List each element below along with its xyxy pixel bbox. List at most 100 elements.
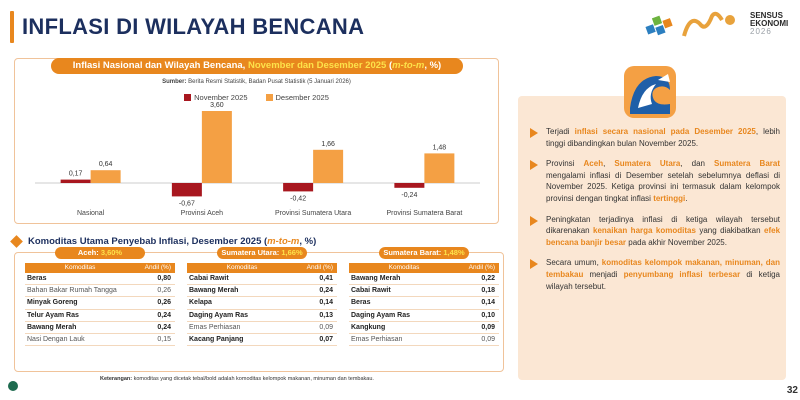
table-row: Kelapa 0,14 — [187, 297, 337, 310]
bar-des — [90, 170, 121, 183]
region-value: 3,60% — [100, 248, 123, 257]
commodity-andil: 0,09 — [319, 323, 333, 331]
bar-des — [313, 149, 344, 183]
page-header: INFLASI DI WILAYAH BENCANA — [10, 8, 364, 46]
body-text: Terjadi — [546, 127, 575, 136]
region-value: 1,66% — [281, 248, 303, 257]
highlight-text: kenaikan harga komoditas — [593, 226, 696, 236]
data-label: -0,67 — [179, 200, 195, 207]
arrow-bullet-icon — [530, 128, 538, 138]
table-row: Daging Ayam Ras 0,13 — [187, 310, 337, 322]
bullet-text: Secara umum, komoditas kelompok makanan,… — [546, 257, 780, 292]
arrow-bullet-icon — [530, 160, 538, 171]
legend-swatch-des — [265, 94, 273, 101]
commodity-table: Aceh: 3,60% Komoditas Andil (%) Beras 0,80 Ba… — [25, 247, 175, 347]
body-text: , — [603, 159, 615, 169]
wave-icon — [624, 66, 676, 118]
footnote-text: komoditas yang dicetak tebal/bold adalah… — [132, 376, 374, 382]
highlight-text: Sumatera Barat — [714, 159, 781, 169]
chart-title-unit: m-to-m — [392, 60, 425, 71]
commodity-name: Kacang Panjang — [189, 335, 244, 343]
table-header: Komoditas Andil (%) — [187, 263, 337, 273]
table-header: Komoditas Andil (%) — [349, 263, 499, 273]
commodity-andil: 0,80 — [157, 275, 171, 282]
col-header-komoditas: Komoditas — [388, 264, 420, 271]
bar-nov — [171, 183, 202, 197]
col-header-andil: Andil (%) — [144, 264, 171, 271]
commodities-heading: Komoditas Utama Penyebab Inflasi, Desemb… — [10, 235, 316, 248]
table-row: Cabai Rawit 0,18 — [349, 285, 499, 298]
commodity-name: Emas Perhiasan — [351, 335, 403, 343]
diamond-bullet-icon — [10, 235, 23, 248]
data-label: 0,64 — [99, 161, 113, 168]
commodity-andil: 0,24 — [157, 323, 171, 331]
table-row: Bawang Merah 0,24 — [25, 322, 175, 334]
table-row: Nasi Dengan Lauk 0,15 — [25, 334, 175, 347]
bar-nov — [60, 179, 91, 183]
data-label: 1,48 — [433, 144, 447, 151]
body-text: yang diakibatkan — [695, 226, 764, 236]
logo-line1: SENSUS — [750, 11, 783, 20]
summary-bullet: Terjadi inflasi secara nasional pada Des… — [530, 126, 780, 149]
source-label: Sumber: — [162, 79, 187, 85]
highlight-text: Sumatera Utara — [614, 159, 681, 169]
summary-bullet: Provinsi Aceh, Sumatera Utara, dan Sumat… — [530, 158, 780, 204]
logo-text: SENSUS EKONOMI 2026 — [750, 12, 792, 36]
legend-item-des: Desember 2025 — [265, 93, 329, 102]
commodity-andil: 0,26 — [157, 299, 171, 307]
table-row: Kacang Panjang 0,07 — [187, 334, 337, 347]
table-row: Bahan Bakar Rumah Tangga 0,26 — [25, 285, 175, 298]
commodities-title-unit: m-to-m — [267, 236, 300, 247]
highlight-text: tertinggi — [653, 193, 686, 203]
commodity-name: Emas Perhiasan — [189, 323, 241, 331]
bar-nov — [394, 183, 425, 188]
highlight-text: komoditas kelompok makanan, minuman, dan… — [546, 258, 780, 279]
data-label: -0,24 — [401, 192, 417, 199]
commodity-andil: 0,15 — [157, 335, 171, 343]
chart-legend: November 2025 Desember 2025 — [15, 93, 498, 102]
chart-panel: Inflasi Nasional dan Wilayah Bencana, No… — [14, 58, 499, 224]
data-label: 3,60 — [210, 102, 224, 109]
commodity-name: Daging Ayam Ras — [189, 311, 248, 319]
category-label: Provinsi Aceh — [181, 210, 224, 217]
bar-des — [424, 153, 455, 183]
arrow-bullet-icon — [530, 259, 538, 270]
commodity-name: Bawang Merah — [27, 323, 77, 331]
footnote-label: Keterangan: — [100, 376, 133, 382]
region-name: Sumatera Barat: — [383, 248, 444, 257]
chart-title-close: , %) — [424, 60, 442, 71]
footnote: Keterangan: komoditas yang dicetak tebal… — [100, 376, 374, 382]
bps-logo-icon — [645, 11, 735, 37]
page-number: 32 — [786, 385, 798, 396]
body-text: . — [685, 193, 688, 203]
commodity-name: Minyak Goreng — [27, 299, 78, 307]
summary-bullet: Secara umum, komoditas kelompok makanan,… — [530, 257, 780, 292]
table-header: Komoditas Andil (%) — [25, 263, 175, 273]
commodity-andil: 0,13 — [319, 311, 333, 319]
source-text: Berita Resmi Statistik, Badan Pusat Stat… — [186, 79, 351, 85]
bullet-text: Peningkatan terjadinya inflasi di ketiga… — [546, 214, 780, 249]
legend-label-des: Desember 2025 — [275, 93, 329, 102]
commodity-andil: 0,14 — [481, 299, 495, 307]
highlight-text: penyumbang inflasi terbesar — [623, 269, 741, 279]
region-value: 1,48% — [443, 248, 465, 257]
commodity-andil: 0,24 — [319, 287, 333, 295]
region-name: Sumatera Utara: — [221, 248, 282, 257]
chart-title-highlight: November dan Desember 2025 — [247, 60, 387, 71]
commodity-name: Daging Ayam Ras — [351, 311, 410, 319]
title-accent-bar — [10, 11, 14, 43]
commodity-name: Cabai Rawit — [351, 287, 391, 295]
table-row: Minyak Goreng 0,26 — [25, 297, 175, 310]
table-row: Kangkung 0,09 — [349, 322, 499, 334]
bar-chart: 0,17 0,64 Nasional -0,67 3,60 Provinsi Aceh -0… — [35, 102, 480, 217]
region-badge: Aceh: 3,60% — [55, 247, 145, 259]
commodity-andil: 0,07 — [319, 335, 333, 343]
commodity-andil: 0,41 — [319, 275, 333, 282]
page-icon — [8, 381, 18, 391]
chart-title-prefix: Inflasi Nasional dan Wilayah Bencana, — [72, 60, 248, 71]
summary-bullet: Peningkatan terjadinya inflasi di ketiga… — [530, 214, 780, 249]
summary-panel — [518, 96, 786, 380]
summary-bullets: Terjadi inflasi secara nasional pada Des… — [530, 126, 780, 301]
col-header-komoditas: Komoditas — [64, 264, 96, 271]
table-row: Cabai Rawit 0,41 — [187, 273, 337, 286]
